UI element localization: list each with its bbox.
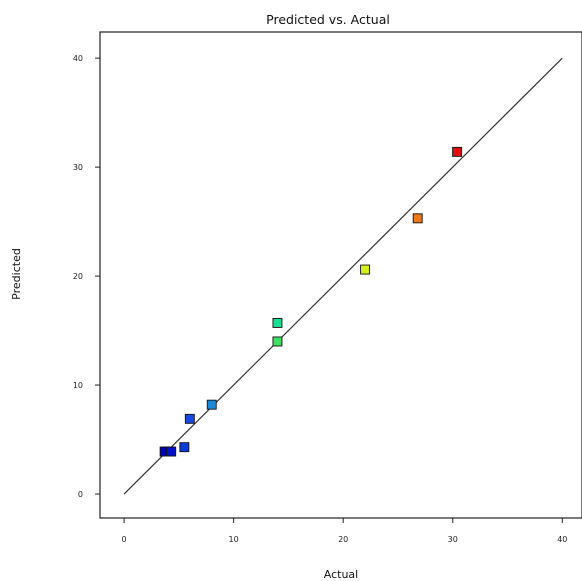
y-tick-label-1: 10 <box>73 381 83 390</box>
x-axis-ticks: 0 10 20 30 40 <box>122 518 567 544</box>
data-point-4 <box>184 413 195 424</box>
data-points <box>159 146 463 457</box>
x-tick-label-0: 0 <box>122 535 127 544</box>
data-point-6 <box>272 317 283 328</box>
y-tick-label-2: 20 <box>73 272 83 281</box>
y-tick-label-4: 40 <box>73 54 83 63</box>
data-point-9 <box>412 213 423 224</box>
data-point-3 <box>179 442 190 453</box>
x-tick-label-2: 20 <box>338 535 348 544</box>
x-tick-label-4: 40 <box>557 535 567 544</box>
reference-line <box>123 57 563 495</box>
data-point-5 <box>206 399 217 410</box>
y-axis-ticks: 0 10 20 30 40 <box>73 54 100 499</box>
y-tick-label-0: 0 <box>78 490 83 499</box>
y-tick-label-3: 30 <box>73 163 83 172</box>
x-tick-label-1: 10 <box>229 535 239 544</box>
x-tick-label-3: 30 <box>448 535 458 544</box>
data-point-2 <box>166 446 177 457</box>
plot-area-frame <box>99 31 582 519</box>
data-point-7 <box>272 336 283 347</box>
chart-title: Predicted vs. Actual <box>266 12 390 27</box>
y-axis-label: Predicted <box>10 248 23 300</box>
data-point-8 <box>360 264 371 275</box>
x-axis-label: Actual <box>324 568 358 581</box>
data-point-10 <box>452 146 463 157</box>
